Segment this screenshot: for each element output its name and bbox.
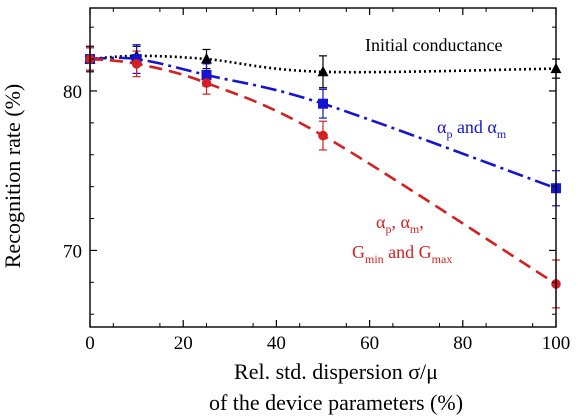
series-line-conductance [89, 54, 557, 74]
data-point-all [318, 130, 328, 141]
data-point-all [201, 78, 212, 88]
annotation-all-line1: αp, αm, [376, 212, 424, 236]
plot-error-bars [86, 44, 560, 309]
x-tick-label: 100 [542, 333, 571, 354]
tick-labels: 0 20 40 60 80 100 70 80 [63, 82, 570, 354]
annotation-alpha: αp and αm [437, 117, 507, 141]
x-axis-label-line1: Rel. std. dispersion σ/μ [234, 359, 438, 384]
y-axis-label: Recognition rate (%) [0, 84, 25, 269]
axis-ticks [89, 8, 557, 327]
x-tick-label: 60 [360, 333, 379, 354]
x-tick-label: 20 [174, 333, 193, 354]
annotation-initial-conductance: Initial conductance [365, 35, 502, 55]
data-point-alpha [201, 69, 212, 80]
x-tick-label: 40 [267, 333, 286, 354]
x-tick-label: 80 [453, 333, 472, 354]
annotation-all-line2: Gmin and Gmax [352, 242, 452, 266]
y-tick-label: 70 [63, 241, 82, 262]
y-tick-label: 80 [63, 82, 82, 103]
plot-frame [89, 7, 557, 328]
x-axis-label-line2: of the device parameters (%) [209, 390, 463, 415]
data-point-conductance [317, 65, 329, 77]
data-point-all [131, 59, 142, 69]
data-point-alpha [318, 98, 328, 109]
data-point-conductance [201, 53, 212, 64]
x-tick-label: 0 [85, 333, 95, 354]
